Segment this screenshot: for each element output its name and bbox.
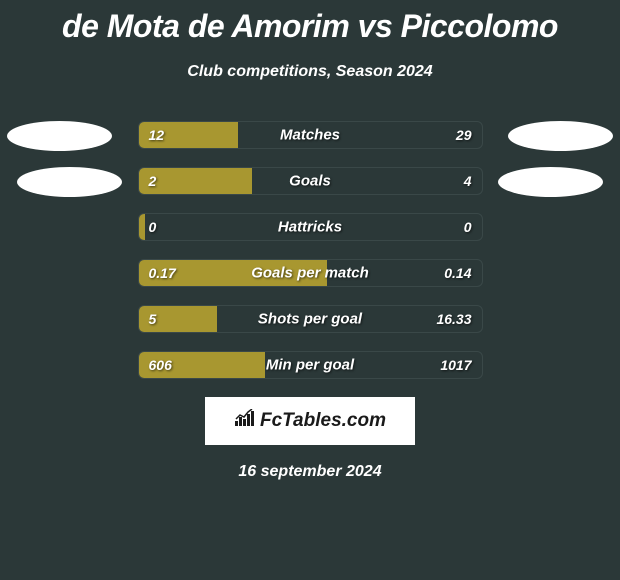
bar-label: Matches — [139, 127, 482, 144]
chart-icon — [234, 409, 256, 433]
bar-value-right: 16.33 — [436, 311, 471, 327]
bar-row: 0.17 Goals per match 0.14 — [138, 259, 483, 287]
logo-label: FcTables.com — [260, 410, 386, 432]
bar-value-right: 0.14 — [444, 265, 471, 281]
bar-value-right: 1017 — [440, 357, 471, 373]
bar-label: Goals — [139, 173, 482, 190]
avatar-left-2 — [17, 167, 122, 197]
page-title: de Mota de Amorim vs Piccolomo — [0, 0, 620, 45]
bar-row: 2 Goals 4 — [138, 167, 483, 195]
bar-value-right: 4 — [464, 173, 472, 189]
chart-area: 12 Matches 29 2 Goals 4 0 Hattricks 0 0.… — [0, 121, 620, 481]
bars-container: 12 Matches 29 2 Goals 4 0 Hattricks 0 0.… — [138, 121, 483, 379]
logo-box: FcTables.com — [205, 397, 415, 445]
date-text: 16 september 2024 — [0, 463, 620, 481]
bar-row: 5 Shots per goal 16.33 — [138, 305, 483, 333]
bar-label: Min per goal — [139, 357, 482, 374]
bar-label: Goals per match — [139, 265, 482, 282]
bar-value-right: 29 — [456, 127, 472, 143]
bar-value-right: 0 — [464, 219, 472, 235]
avatar-right-2 — [498, 167, 603, 197]
avatar-left-1 — [7, 121, 112, 151]
bar-label: Hattricks — [139, 219, 482, 236]
bar-row: 0 Hattricks 0 — [138, 213, 483, 241]
logo-text: FcTables.com — [234, 409, 386, 433]
bar-row: 12 Matches 29 — [138, 121, 483, 149]
avatar-right-1 — [508, 121, 613, 151]
subtitle: Club competitions, Season 2024 — [0, 63, 620, 81]
bar-row: 606 Min per goal 1017 — [138, 351, 483, 379]
bar-label: Shots per goal — [139, 311, 482, 328]
